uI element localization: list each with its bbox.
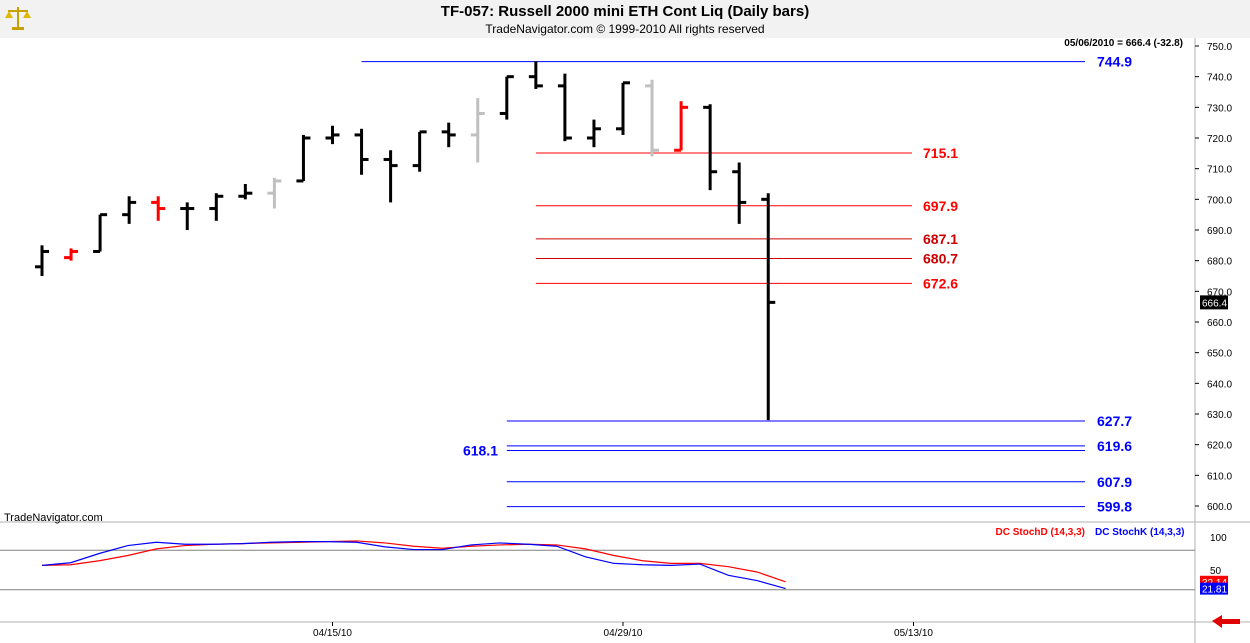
y-tick-label: 750.0 xyxy=(1207,42,1232,53)
y-tick-label: 720.0 xyxy=(1207,134,1232,145)
ohlc-bar xyxy=(499,75,514,120)
y-tick-label: 650.0 xyxy=(1207,349,1232,360)
level-label: 619.6 xyxy=(1097,438,1132,454)
ohlc-bar xyxy=(180,202,195,230)
level-label: 618.1 xyxy=(463,442,498,458)
stochD-legend: DC StochD (14,3,3) xyxy=(996,527,1085,538)
stoch-y-tick-label: 50 xyxy=(1210,566,1222,577)
stochK-legend: DC StochK (14,3,3) xyxy=(1095,527,1184,538)
level-label: 607.9 xyxy=(1097,474,1132,490)
ohlc-bar xyxy=(238,184,253,200)
y-tick-label: 700.0 xyxy=(1207,195,1232,206)
y-tick-label: 680.0 xyxy=(1207,257,1232,268)
ohlc-bar xyxy=(93,213,108,253)
ohlc-bar xyxy=(354,128,369,175)
last-price-label: 666.4 xyxy=(1202,298,1227,309)
stoch-value-flag xyxy=(1200,582,1228,595)
ohlc-bar xyxy=(267,177,282,209)
level-label: 715.1 xyxy=(923,145,958,161)
scales-logo-icon xyxy=(3,3,33,33)
last-quote-label: 05/06/2010 = 666.4 (-32.8) xyxy=(1064,38,1183,49)
stoch-line xyxy=(41,540,786,583)
stoch-value-label: 21.81 xyxy=(1202,585,1227,596)
stoch-line xyxy=(41,541,786,590)
y-tick-label: 690.0 xyxy=(1207,226,1232,237)
y-tick-label: 600.0 xyxy=(1207,502,1232,513)
ohlc-bar xyxy=(412,130,427,172)
ohlc-bar xyxy=(122,196,137,224)
ohlc-bar xyxy=(325,125,340,145)
y-tick-label: 730.0 xyxy=(1207,103,1232,114)
ohlc-bar xyxy=(645,79,660,157)
y-tick-label: 670.0 xyxy=(1207,287,1232,298)
title-bar xyxy=(0,0,1250,38)
level-label: 599.8 xyxy=(1097,499,1132,515)
y-tick-label: 630.0 xyxy=(1207,410,1232,421)
ohlc-bar xyxy=(151,196,166,221)
ohlc-bar xyxy=(557,73,572,142)
scroll-left-arrow-icon[interactable] xyxy=(1212,615,1240,628)
y-tick-label: 710.0 xyxy=(1207,165,1232,176)
x-tick-label: 04/15/10 xyxy=(313,628,352,639)
ohlc-bar xyxy=(383,150,398,203)
ohlc-bar xyxy=(64,248,79,261)
last-price-flag xyxy=(1200,295,1228,310)
ohlc-bar xyxy=(703,104,718,191)
ohlc-bar xyxy=(296,134,311,183)
y-tick-label: 660.0 xyxy=(1207,318,1232,329)
y-tick-label: 640.0 xyxy=(1207,379,1232,390)
watermark: TradeNavigator.com xyxy=(4,512,103,524)
y-tick-label: 620.0 xyxy=(1207,441,1232,452)
level-label: 680.7 xyxy=(923,251,958,267)
copyright-subtitle: TradeNavigator.com © 1999-2010 All right… xyxy=(485,22,765,36)
ohlc-bar xyxy=(761,193,776,421)
level-label: 697.9 xyxy=(923,198,958,214)
level-label: 687.1 xyxy=(923,231,958,247)
x-tick-label: 04/29/10 xyxy=(604,628,643,639)
level-label: 627.7 xyxy=(1097,413,1132,429)
level-label: 672.6 xyxy=(923,275,958,291)
ohlc-bar xyxy=(35,245,49,276)
y-tick-label: 610.0 xyxy=(1207,471,1232,482)
x-tick-label: 05/13/10 xyxy=(894,628,933,639)
ohlc-bar xyxy=(674,101,689,152)
ohlc-bar xyxy=(528,61,543,89)
ohlc-bar xyxy=(616,81,630,135)
stoch-y-tick-label: 100 xyxy=(1210,533,1227,544)
ohlc-bar xyxy=(732,162,747,224)
ohlc-bar xyxy=(209,193,224,221)
y-tick-label: 740.0 xyxy=(1207,73,1232,84)
chart-title: TF-057: Russell 2000 mini ETH Cont Liq (… xyxy=(440,3,810,20)
level-label: 744.9 xyxy=(1097,54,1132,70)
ohlc-bar xyxy=(470,98,485,163)
ohlc-bar xyxy=(441,122,456,148)
price-chart: 05/06/2010 = 666.4 (-32.8) 744.9 715.1 697… xyxy=(0,38,1250,643)
ohlc-bar xyxy=(586,119,601,148)
